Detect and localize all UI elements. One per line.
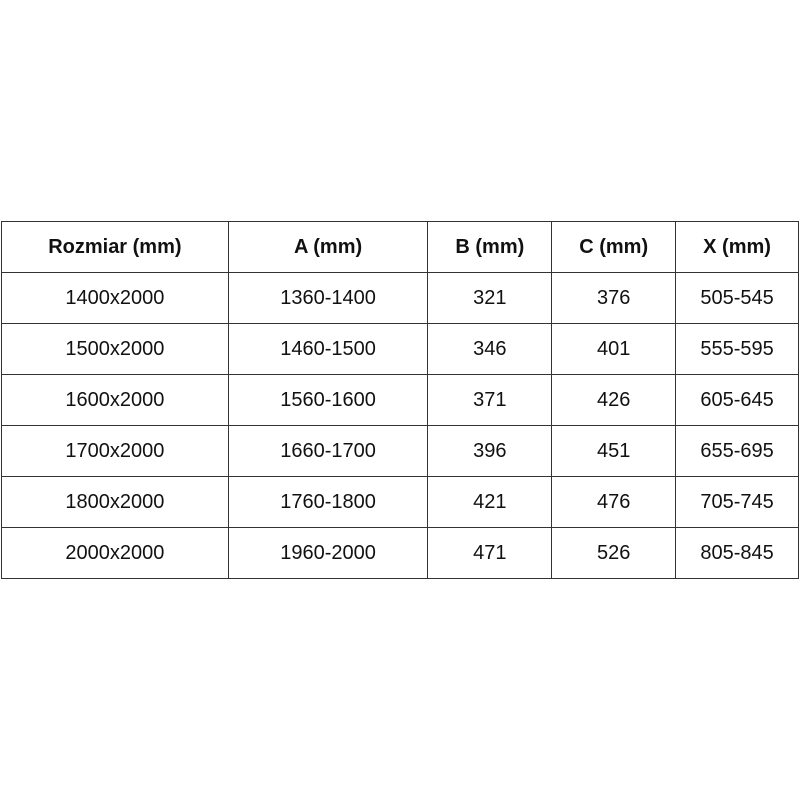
column-header: C (mm) <box>551 221 677 273</box>
table-cell: 1800x2000 <box>1 476 229 528</box>
column-header: Rozmiar (mm) <box>1 221 229 273</box>
table-cell: 1760-1800 <box>227 476 429 528</box>
table-cell: 605-645 <box>675 374 799 426</box>
table-cell: 655-695 <box>675 425 799 477</box>
column-header: B (mm) <box>427 221 553 273</box>
table-cell: 451 <box>551 425 677 477</box>
table-cell: 1600x2000 <box>1 374 229 426</box>
table-cell: 1400x2000 <box>1 272 229 324</box>
column-header: A (mm) <box>227 221 429 273</box>
table-cell: 526 <box>551 527 677 579</box>
table-cell: 471 <box>427 527 553 579</box>
table-cell: 1360-1400 <box>227 272 429 324</box>
table-cell: 476 <box>551 476 677 528</box>
table-row: 1700x2000 1660-1700 396 451 655-695 <box>1 425 799 477</box>
table-cell: 505-545 <box>675 272 799 324</box>
table-row: 1800x2000 1760-1800 421 476 705-745 <box>1 476 799 528</box>
table-cell: 2000x2000 <box>1 527 229 579</box>
table-cell: 805-845 <box>675 527 799 579</box>
table-cell: 346 <box>427 323 553 375</box>
table-row: 2000x2000 1960-2000 471 526 805-845 <box>1 527 799 579</box>
column-header: X (mm) <box>675 221 799 273</box>
table-cell: 321 <box>427 272 553 324</box>
table-cell: 1960-2000 <box>227 527 429 579</box>
table-cell: 1700x2000 <box>1 425 229 477</box>
table-cell: 705-745 <box>675 476 799 528</box>
table-cell: 401 <box>551 323 677 375</box>
table-cell: 371 <box>427 374 553 426</box>
table-cell: 1560-1600 <box>227 374 429 426</box>
table-cell: 555-595 <box>675 323 799 375</box>
table-cell: 1660-1700 <box>227 425 429 477</box>
table-cell: 421 <box>427 476 553 528</box>
table-cell: 426 <box>551 374 677 426</box>
dimensions-table: Rozmiar (mm) A (mm) B (mm) C (mm) X (mm) 140… <box>1 221 799 579</box>
table-cell: 1500x2000 <box>1 323 229 375</box>
table-row: 1400x2000 1360-1400 321 376 505-545 <box>1 272 799 324</box>
header-row: Rozmiar (mm) A (mm) B (mm) C (mm) X (mm) <box>1 221 799 273</box>
table-row: 1500x2000 1460-1500 346 401 555-595 <box>1 323 799 375</box>
table-cell: 376 <box>551 272 677 324</box>
table-row: 1600x2000 1560-1600 371 426 605-645 <box>1 374 799 426</box>
table-cell: 396 <box>427 425 553 477</box>
table-cell: 1460-1500 <box>227 323 429 375</box>
